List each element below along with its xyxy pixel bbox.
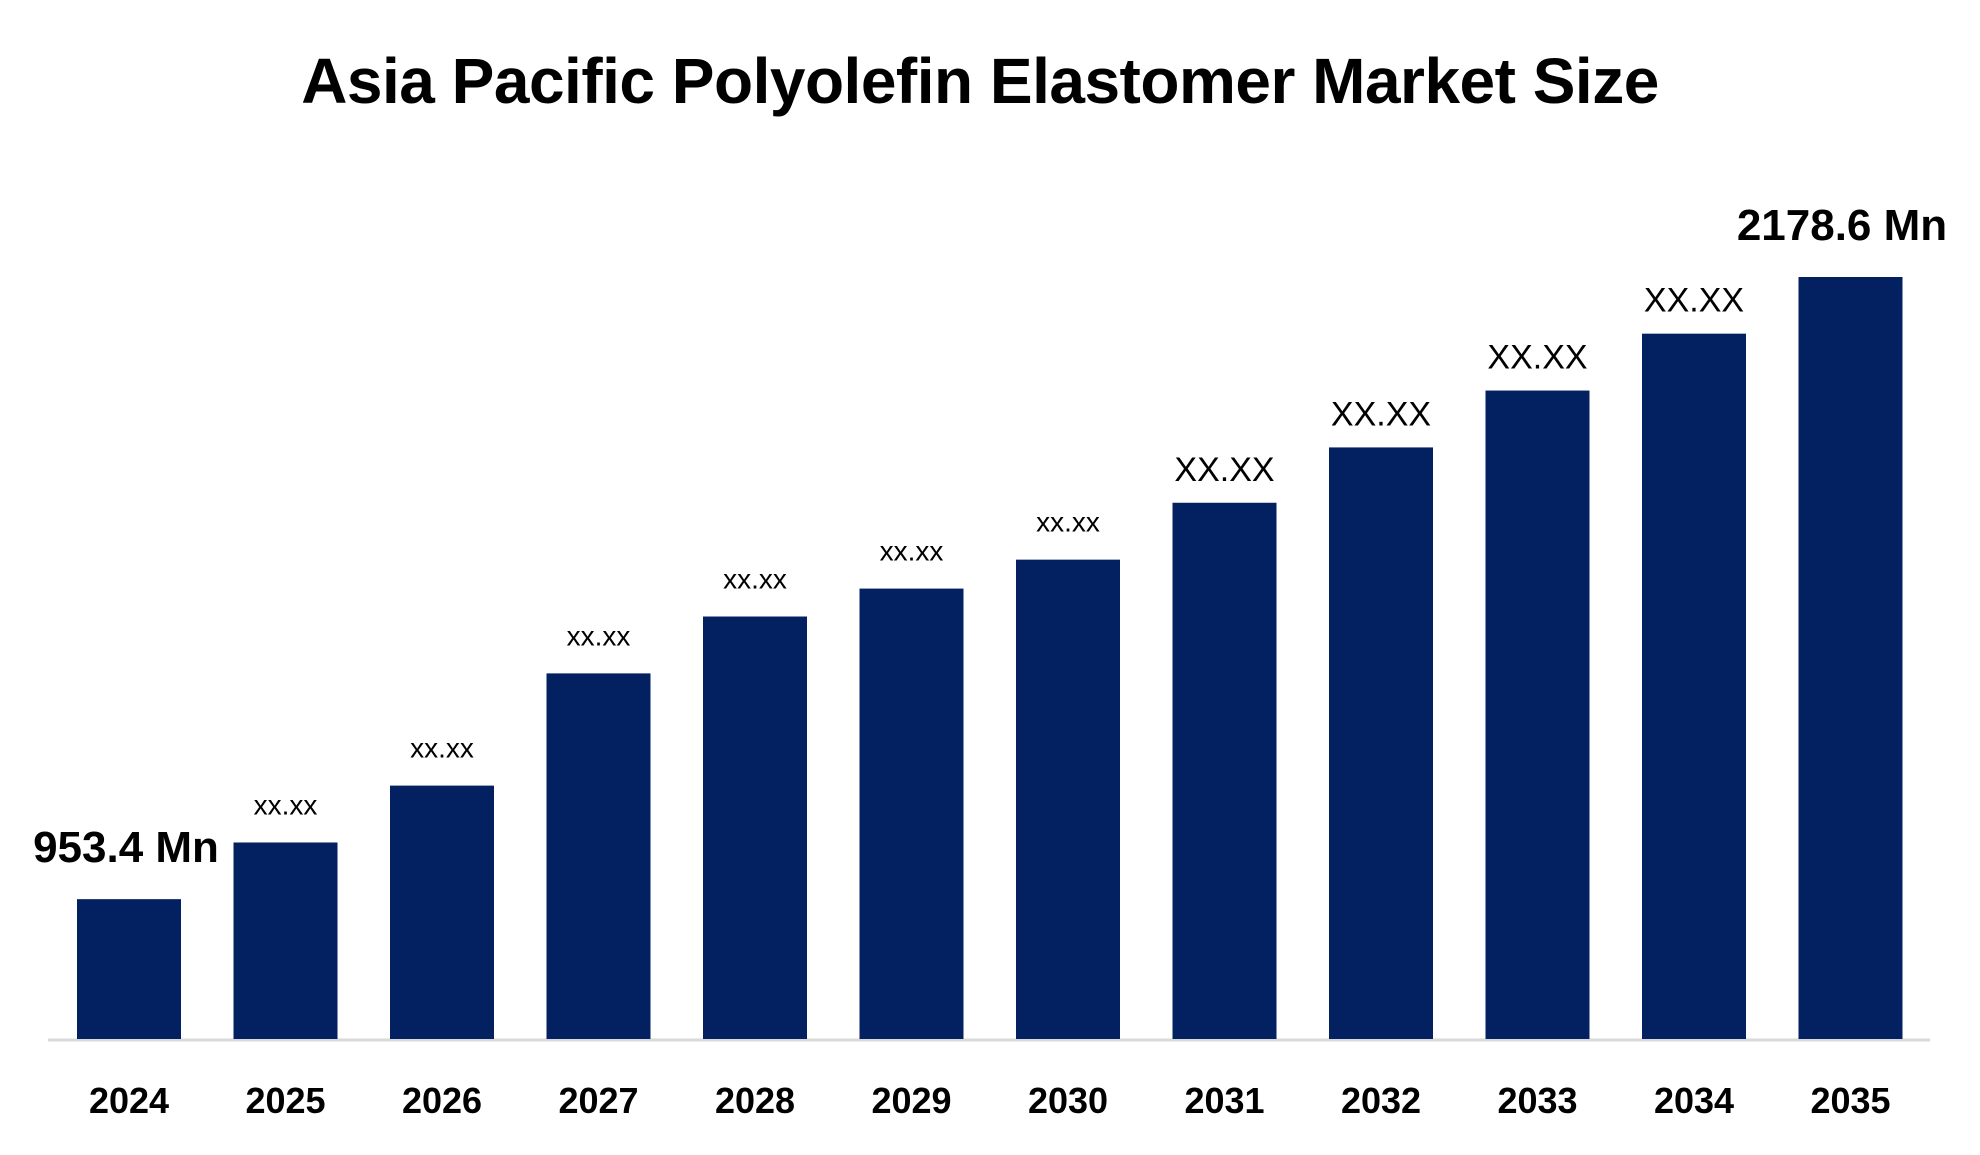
bar-2033: [1485, 390, 1590, 1039]
bar-2025: [233, 842, 338, 1039]
bar-2027: [546, 673, 651, 1039]
x-tick-label: 2032: [1341, 1080, 1421, 1121]
bar-2034: [1642, 333, 1746, 1039]
data-label: xx.xx: [567, 620, 631, 651]
x-tick-label: 2029: [871, 1080, 951, 1121]
bar-2026: [390, 785, 494, 1039]
data-label: 953.4 Mn: [33, 823, 219, 872]
data-label: XX.XX: [1487, 339, 1587, 377]
bar-2031: [1172, 502, 1277, 1039]
data-label: XX.XX: [1644, 282, 1744, 320]
chart-title: Asia Pacific Polyolefin Elastomer Market…: [301, 45, 1659, 117]
bar-2035: [1798, 277, 1903, 1039]
bar-2024: [77, 899, 181, 1039]
x-tick-label: 2028: [715, 1080, 795, 1121]
data-label: xx.xx: [880, 536, 944, 567]
bar-2032: [1329, 447, 1433, 1039]
x-tick-label: 2024: [89, 1080, 169, 1121]
bar-2030: [1016, 559, 1120, 1039]
x-tick-label: 2035: [1810, 1080, 1890, 1121]
bar-2029: [859, 588, 964, 1039]
data-label: xx.xx: [410, 733, 474, 764]
x-tick-label: 2033: [1497, 1080, 1577, 1121]
data-label: xx.xx: [254, 789, 318, 820]
x-tick-label: 2031: [1184, 1080, 1264, 1121]
data-label: XX.XX: [1174, 451, 1274, 489]
data-label: xx.xx: [723, 564, 787, 595]
x-tick-label: 2025: [245, 1080, 325, 1121]
x-tick-label: 2027: [558, 1080, 638, 1121]
data-label: xx.xx: [1036, 507, 1100, 538]
data-label: XX.XX: [1331, 395, 1431, 433]
data-label: 2178.6 Mn: [1737, 201, 1947, 250]
x-tick-label: 2026: [402, 1080, 482, 1121]
x-tick-label: 2030: [1028, 1080, 1108, 1121]
bar-2028: [703, 616, 807, 1039]
x-tick-label: 2034: [1654, 1080, 1734, 1121]
